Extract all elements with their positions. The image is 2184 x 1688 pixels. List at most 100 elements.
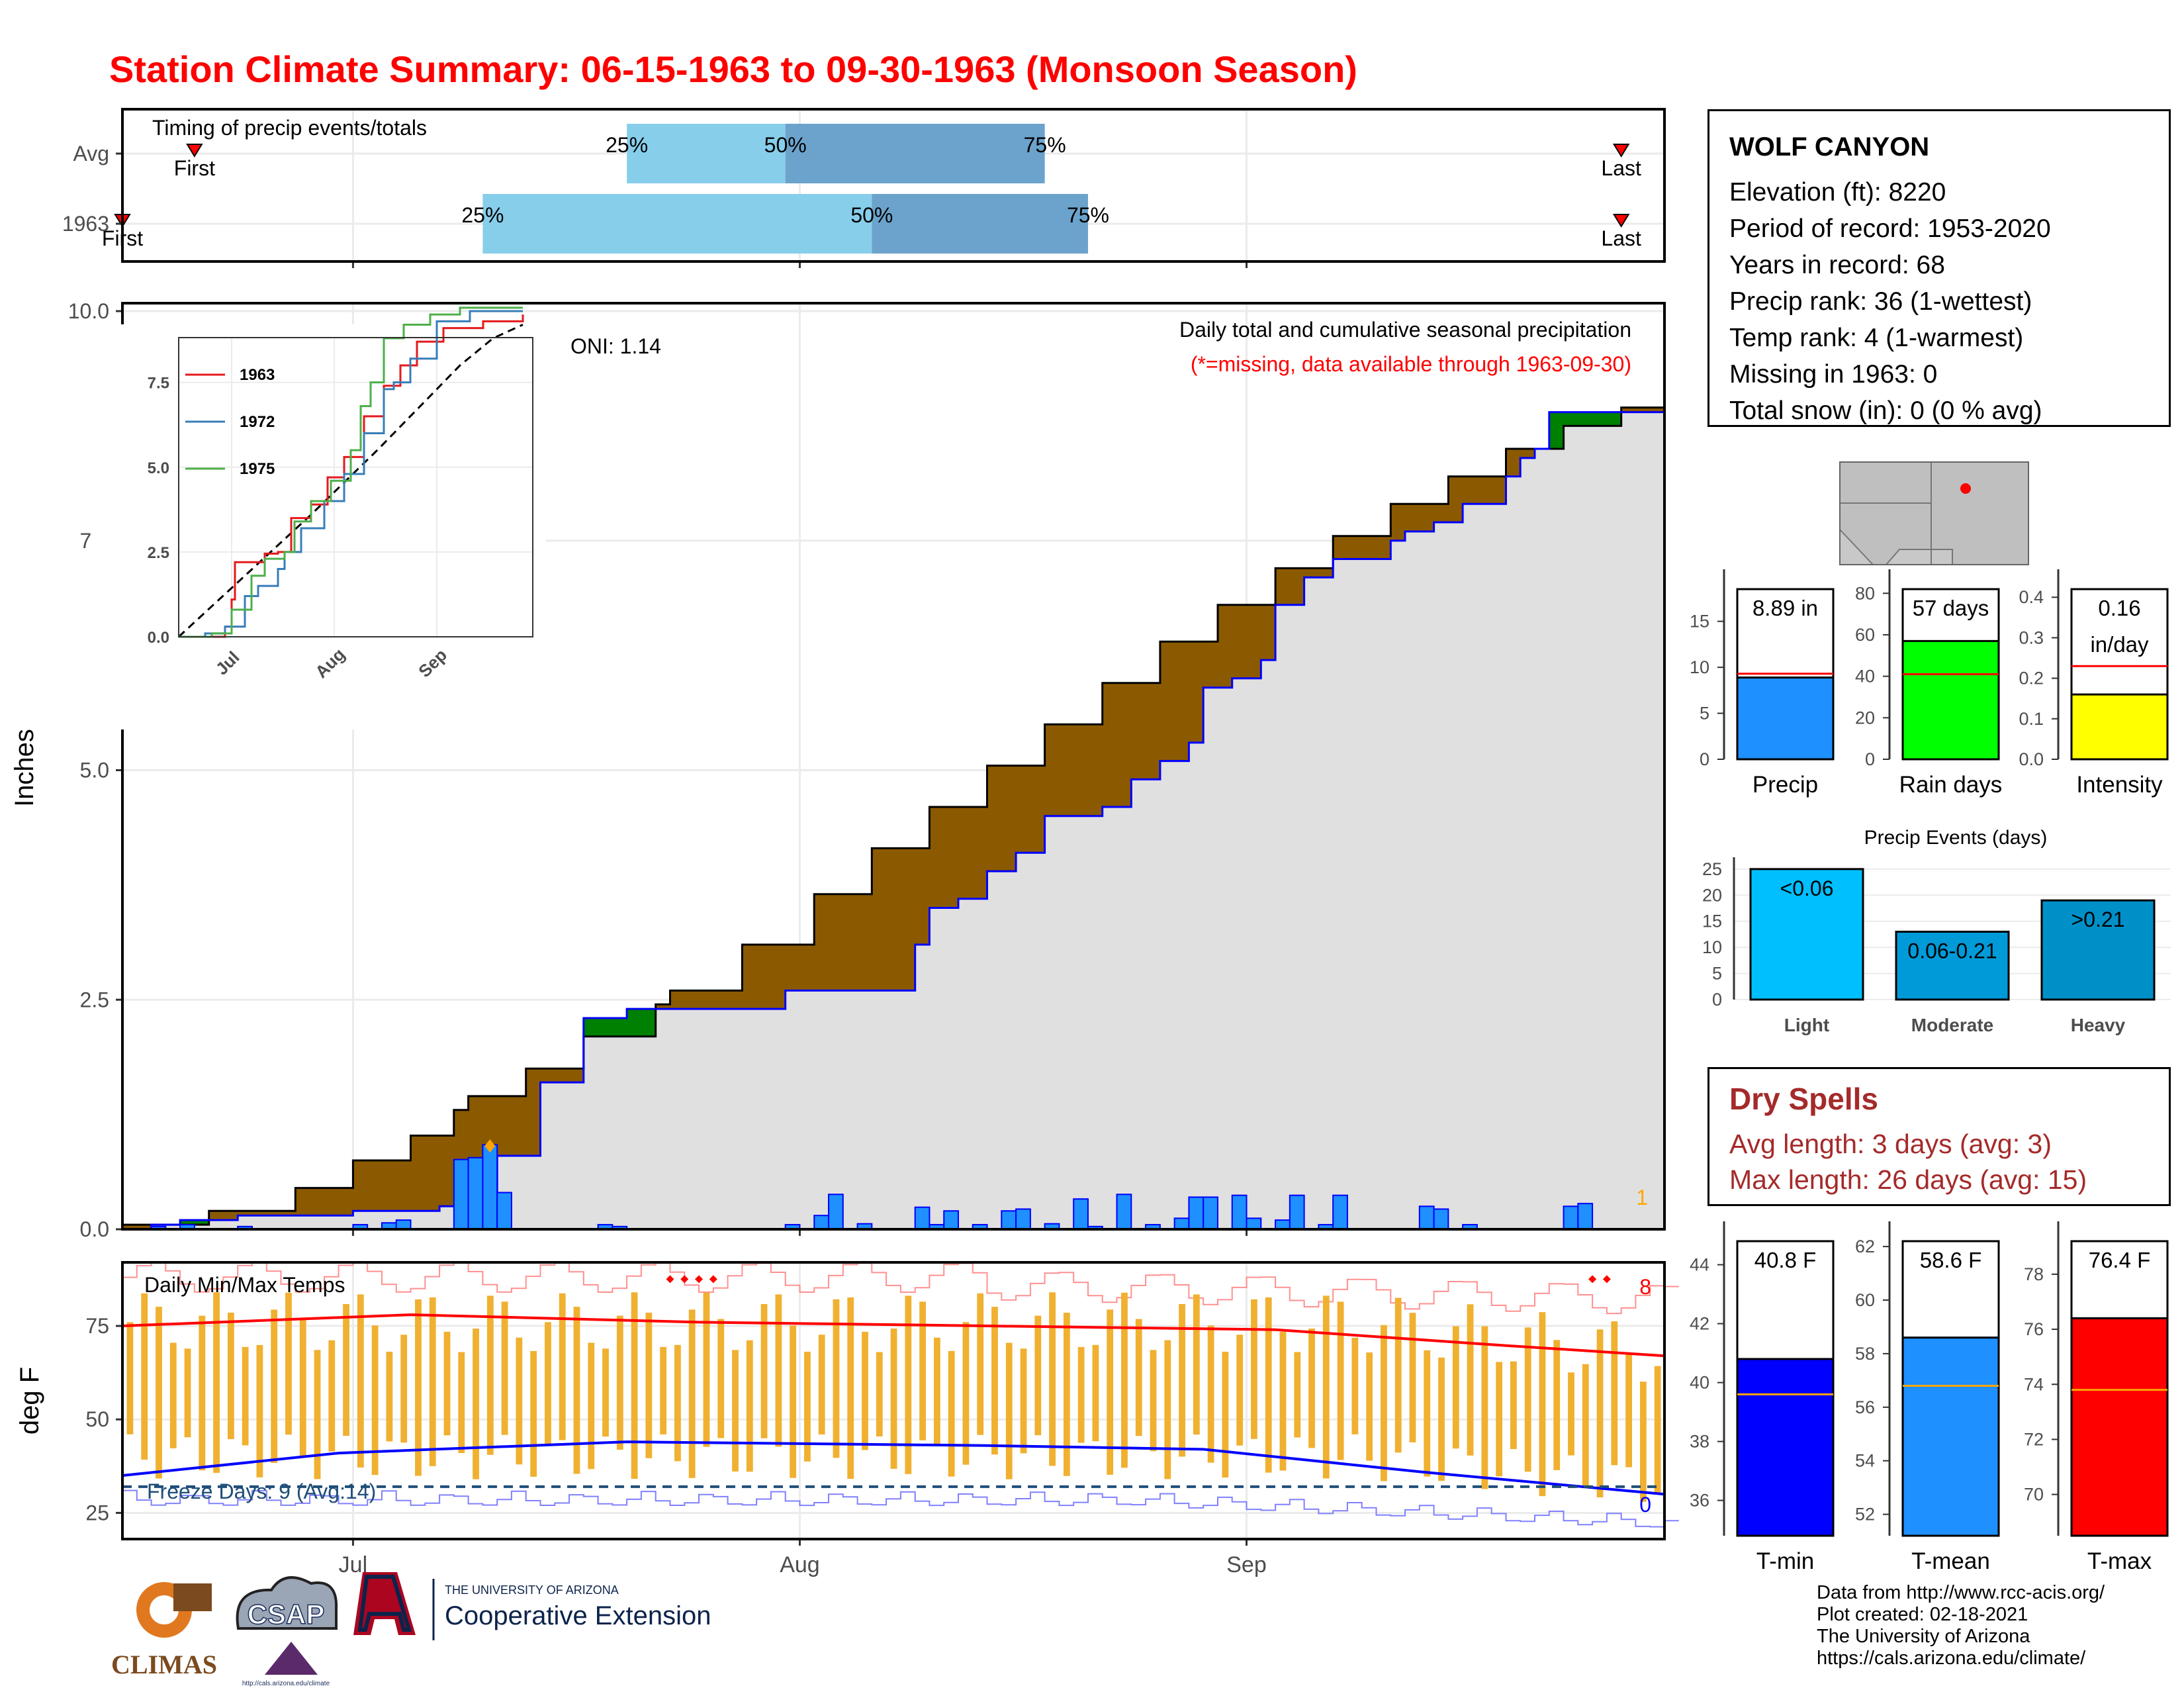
precip-deficit-fill [1376, 536, 1391, 559]
temp-daily-bar [357, 1294, 364, 1468]
station-temp-rank: Temp rank: 4 (1-warmest) [1729, 324, 2024, 352]
tmin-summary-y-tick-label: 36 [1690, 1491, 1709, 1511]
temp-x-tick-label: Sep [1226, 1552, 1267, 1577]
precip-deficit-fill [1318, 568, 1334, 578]
precip-daily-bar [395, 1219, 412, 1231]
temp-daily-bar [602, 1348, 609, 1437]
precip-deficit-fill [1275, 568, 1291, 605]
inset-y-tick-label: 5.0 [148, 459, 169, 477]
temp-daily-bar [141, 1293, 148, 1460]
precip-deficit-fill [958, 806, 974, 899]
precip-deficit-fill [310, 1188, 325, 1216]
precip-deficit-fill [915, 848, 931, 945]
precip-daily-bar [1203, 1196, 1218, 1230]
precip-summary-y-tick-label: 15 [1690, 612, 1709, 632]
precip-deficit-fill [1030, 765, 1046, 853]
temp-daily-bar [1654, 1366, 1661, 1494]
precip-surplus-fill [612, 1017, 627, 1037]
precip-daily-bar [467, 1156, 484, 1230]
temp-daily-bar [1452, 1326, 1459, 1449]
temp-daily-bar [559, 1293, 566, 1440]
precip-subtitle: (*=missing, data available through 1963-… [1191, 352, 1631, 376]
precip-deficit-fill [266, 1211, 282, 1216]
precip-deficit-fill [785, 945, 801, 991]
temp-daily-bar [1351, 1337, 1359, 1434]
temp-record-high-count: 8 [1639, 1275, 1651, 1299]
precip-deficit-fill [1477, 476, 1492, 504]
precip-deficit-fill [1001, 765, 1017, 872]
temp-daily-bar [1034, 1315, 1042, 1436]
temp-daily-bar [314, 1350, 321, 1479]
inset-series-line [179, 306, 523, 638]
raindays-summary-y-tick-label: 80 [1855, 583, 1875, 603]
temp-daily-bar [1179, 1303, 1185, 1457]
temp-daily-bar [169, 1342, 177, 1448]
temp-daily-bar [386, 1351, 393, 1442]
intensity-summary-value-label: 0.16 [2098, 596, 2140, 620]
temp-daily-bar [1279, 1331, 1287, 1471]
inset-avg-line [177, 324, 523, 638]
temp-daily-bar [199, 1315, 206, 1471]
temp-daily-bar [501, 1301, 508, 1435]
precip-deficit-fill [136, 1225, 152, 1229]
precip-daily-bar [1275, 1219, 1291, 1231]
temp-daily-bar [1582, 1364, 1589, 1489]
precip-daily-bar [813, 1215, 830, 1230]
precip-deficit-fill [1650, 407, 1665, 412]
timing-quantile-label: 25% [606, 133, 648, 157]
csap-cloud [236, 1576, 338, 1630]
temp-daily-bar [1150, 1350, 1157, 1452]
events-category-label: Moderate [1911, 1015, 1993, 1035]
temp-record-marker [709, 1275, 717, 1284]
precip-daily-bar [1116, 1194, 1132, 1230]
temp-daily-bar [573, 1307, 580, 1474]
temp-daily-bar [1005, 1342, 1013, 1479]
precip-deficit-fill [251, 1211, 267, 1216]
temp-daily-bar [847, 1297, 854, 1479]
timing-last-label: Last [1601, 226, 1641, 250]
precip-daily-bar [1001, 1210, 1017, 1231]
temp-daily-bar [486, 1295, 494, 1455]
precip-daily-bar [1231, 1194, 1248, 1231]
precip-deficit-fill [987, 765, 1002, 872]
precip-daily-bar [1418, 1205, 1435, 1230]
temp-daily-bar [1107, 1309, 1114, 1475]
station-years: Years in record: 68 [1729, 251, 1945, 279]
intensity-summary-y-tick-label: 0.3 [2019, 628, 2044, 647]
precip-surplus-fill [194, 1220, 210, 1225]
events-bar [1895, 931, 2010, 1001]
precip-deficit-fill [1361, 536, 1377, 559]
temp-daily-bar [1337, 1301, 1344, 1460]
intensity-summary-y-tick-label: 0.4 [2019, 587, 2044, 607]
precip-summary-value-label: 8.89 in [1752, 596, 1818, 620]
temp-daily-bar [775, 1294, 782, 1447]
temp-daily-bar [256, 1344, 263, 1477]
map-states [1839, 461, 2029, 565]
events-category-label: Heavy [2071, 1015, 2126, 1035]
temp-daily-bar [126, 1322, 134, 1434]
tmax-summary-category-label: T-max [2087, 1548, 2152, 1574]
precip-deficit-fill [1463, 476, 1478, 504]
temp-record-marker [680, 1275, 689, 1284]
temp-daily-bar [443, 1331, 451, 1436]
credit-university: The University of Arizona [1817, 1626, 2030, 1647]
temp-daily-bar [1366, 1352, 1373, 1461]
temp-daily-bar [703, 1292, 710, 1447]
precip-y-tick-label: 10.0 [68, 299, 109, 323]
temp-daily-bar [948, 1350, 955, 1477]
tmax-summary-y-tick-label: 78 [2024, 1264, 2044, 1284]
precip-daily-bar [482, 1144, 498, 1230]
temp-daily-bar [1496, 1362, 1503, 1477]
dry-spells-avg: Avg length: 3 days (avg: 3) [1729, 1129, 2052, 1159]
logos: CLIMAS CSAP http://cals.arizona.edu/climat… [111, 1572, 711, 1687]
precip-oni: ONI: 1.14 [570, 334, 661, 358]
events-y-tick-label: 20 [1702, 885, 1722, 905]
raindays-summary-category-label: Rain days [1899, 772, 2003, 798]
precip-daily-bar [1015, 1208, 1031, 1230]
temp-daily-bar [732, 1350, 739, 1472]
precip-title: Daily total and cumulative seasonal prec… [1179, 318, 1631, 342]
precip-deficit-fill [944, 806, 959, 908]
events-value-label: 0.06-0.21 [1907, 939, 1997, 963]
precip-deficit-fill [1506, 449, 1521, 477]
temp-daily-bar [862, 1331, 868, 1450]
